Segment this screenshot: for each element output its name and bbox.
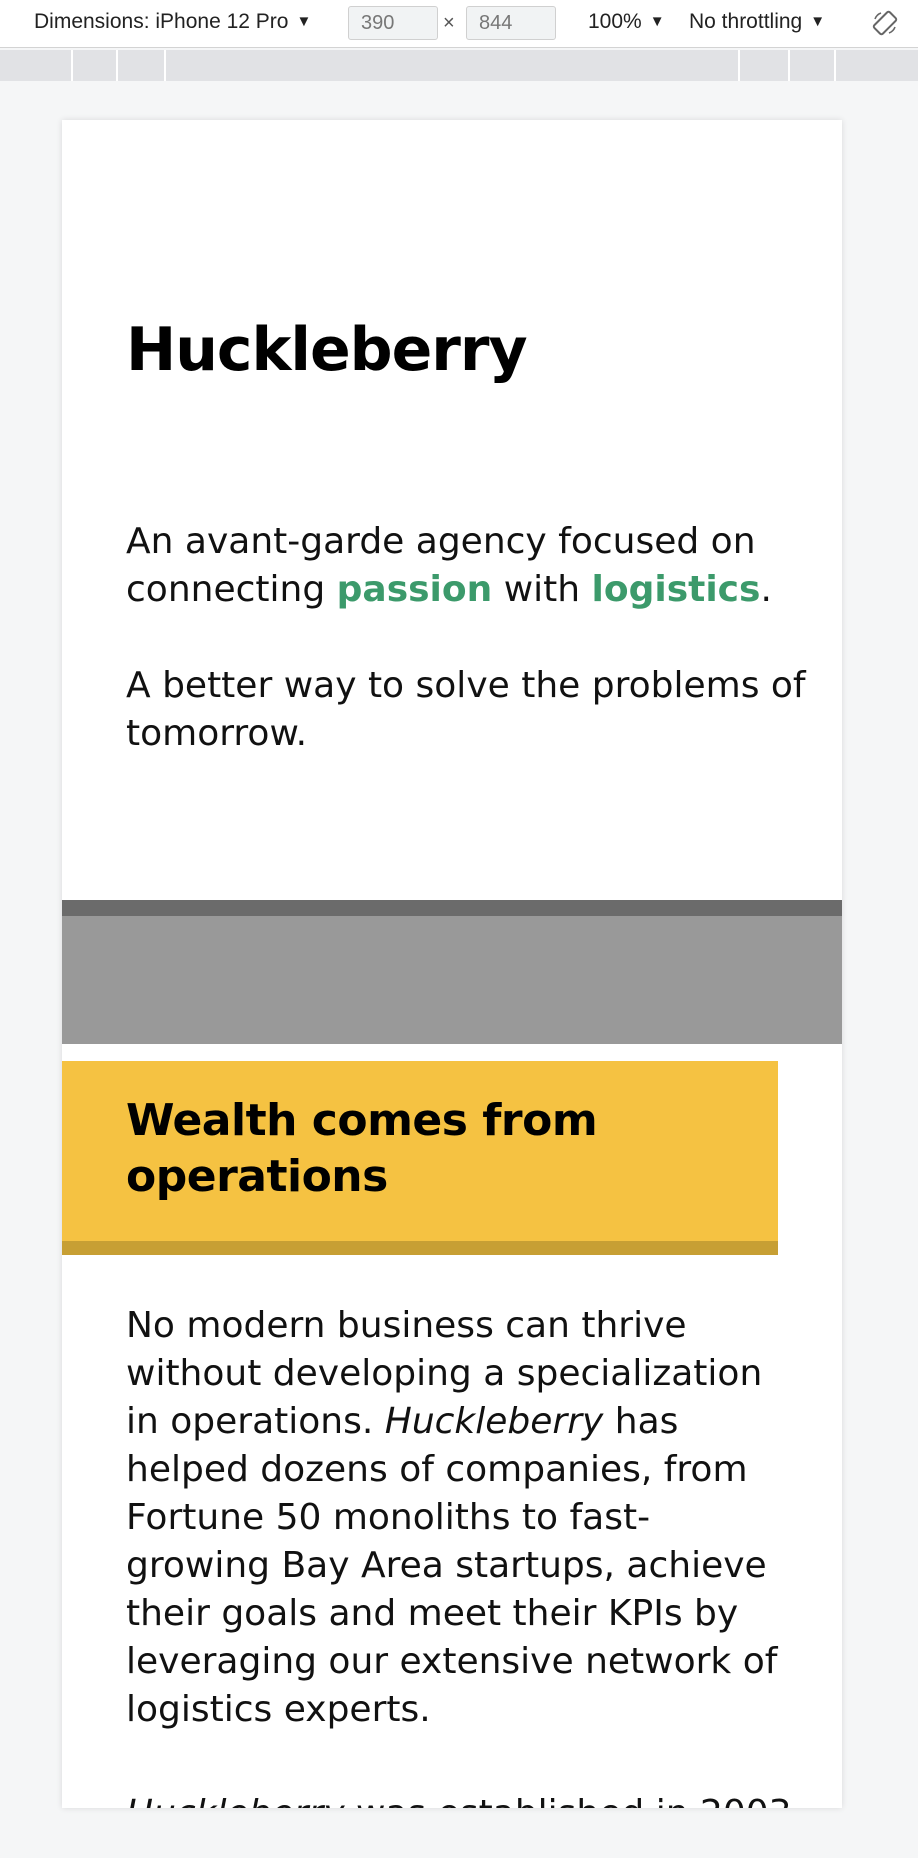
accent-passion: passion — [336, 569, 493, 610]
dimensions-label: Dimensions: iPhone 12 Pro — [34, 10, 289, 33]
mq-divider — [788, 50, 790, 81]
body-text: No modern business can thrive without de… — [126, 1305, 763, 1442]
device-viewport: Huckleberry An avant-garde agency focuse… — [62, 120, 842, 1808]
rotate-icon[interactable] — [872, 10, 898, 36]
tagline: An avant-garde agency focused on connect… — [126, 518, 806, 614]
chevron-down-icon: ▼ — [649, 13, 665, 30]
tagline-text: An avant-garde agency focused on connect… — [126, 521, 756, 610]
body-paragraph: No modern business can thrive without de… — [126, 1302, 786, 1734]
dimensions-dropdown[interactable]: Dimensions: iPhone 12 Pro ▼ — [34, 10, 311, 34]
throttle-label: No throttling — [689, 10, 803, 33]
body-text: was established in 2003 — [345, 1793, 792, 1808]
site-title: Huckleberry — [126, 315, 528, 385]
mq-divider — [164, 50, 166, 81]
body-text: has helped dozens of companies, from For… — [126, 1401, 778, 1730]
tagline-text: . — [760, 569, 772, 610]
times-icon: × — [443, 12, 455, 34]
mq-divider — [738, 50, 740, 81]
throttle-dropdown[interactable]: No throttling ▼ — [689, 10, 825, 34]
chevron-down-icon: ▼ — [296, 13, 312, 30]
chevron-down-icon: ▼ — [810, 13, 826, 30]
callout-banner: Wealth comes from operations — [62, 1061, 778, 1255]
tagline-text: with — [492, 569, 592, 610]
zoom-label: 100% — [588, 10, 642, 33]
mq-divider — [834, 50, 836, 81]
body-paragraph: Huckleberry was established in 2003 — [126, 1790, 792, 1808]
media-query-bar[interactable] — [0, 50, 918, 81]
device-toolbar: Dimensions: iPhone 12 Pro ▼ 390 × 844 100… — [0, 0, 918, 48]
width-input[interactable]: 390 — [348, 6, 438, 40]
mq-divider — [116, 50, 118, 81]
mq-divider — [71, 50, 73, 81]
hero-image-placeholder — [62, 900, 842, 1044]
callout-title: Wealth comes from operations — [126, 1095, 598, 1202]
accent-logistics: logistics — [591, 569, 761, 610]
brand-name: Huckleberry — [126, 1793, 345, 1808]
zoom-dropdown[interactable]: 100% ▼ — [588, 10, 665, 34]
brand-name: Huckleberry — [384, 1401, 604, 1442]
height-input[interactable]: 844 — [466, 6, 556, 40]
subline: A better way to solve the problems of to… — [126, 665, 806, 754]
